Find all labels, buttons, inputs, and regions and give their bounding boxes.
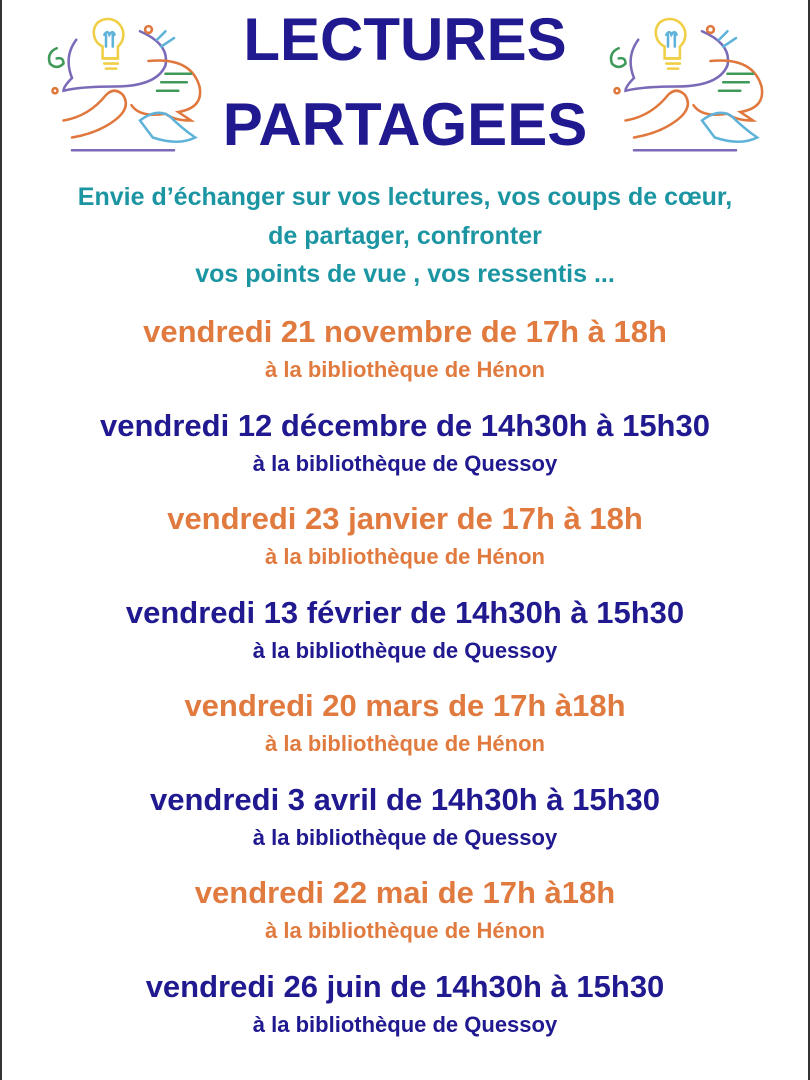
event-place: à la bibliothèque de Hénon xyxy=(265,918,545,943)
event-item: vendredi 21 novembre de 17h à 18h à la bi… xyxy=(0,316,810,381)
right-border xyxy=(808,0,810,1080)
event-date: vendredi 12 décembre de 14h30h à 15h30 xyxy=(100,407,710,443)
event-place: à la bibliothèque de Quessoy xyxy=(252,824,558,850)
subtitle-line-2: de partager, confronter xyxy=(268,222,542,250)
discussion-illustration-icon xyxy=(38,4,208,169)
event-place: à la bibliothèque de Hénon xyxy=(265,544,545,569)
event-place: à la bibliothèque de Quessoy xyxy=(252,637,558,663)
event-date: vendredi 21 novembre de 17h à 18h xyxy=(143,314,667,349)
event-place: à la bibliothèque de Hénon xyxy=(265,731,545,756)
event-item: vendredi 26 juin de 14h30h à 15h30 à la b… xyxy=(0,971,810,1036)
event-date: vendredi 20 mars de 17h à18h xyxy=(184,688,626,723)
discussion-illustration-icon xyxy=(600,4,770,169)
event-place: à la bibliothèque de Hénon xyxy=(265,357,545,382)
event-date: vendredi 13 février de 14h30h à 15h30 xyxy=(125,594,685,630)
left-border xyxy=(0,0,2,1080)
subtitle-line-3: vos points de vue , vos ressentis ... xyxy=(195,260,615,288)
event-date: vendredi 3 avril de 14h30h à 15h30 xyxy=(149,781,661,817)
event-item: vendredi 12 décembre de 14h30h à 15h30 à … xyxy=(0,410,810,475)
event-place: à la bibliothèque de Quessoy xyxy=(252,1011,558,1037)
event-date: vendredi 26 juin de 14h30h à 15h30 xyxy=(145,968,665,1004)
page-title-line-1: LECTURES xyxy=(243,6,567,73)
event-item: vendredi 20 mars de 17h à18h à la bibliot… xyxy=(0,690,810,755)
event-item: vendredi 22 mai de 17h à18h à la biblioth… xyxy=(0,877,810,942)
event-date: vendredi 23 janvier de 17h à 18h xyxy=(167,501,643,536)
event-item: vendredi 3 avril de 14h30h à 15h30 à la b… xyxy=(0,784,810,849)
event-item: vendredi 23 janvier de 17h à 18h à la bib… xyxy=(0,503,810,568)
subtitle-line-1: Envie d’échanger sur vos lectures, vos c… xyxy=(77,183,733,211)
event-item: vendredi 13 février de 14h30h à 15h30 à l… xyxy=(0,597,810,662)
event-place: à la bibliothèque de Quessoy xyxy=(252,450,558,476)
event-date: vendredi 22 mai de 17h à18h xyxy=(194,875,616,910)
page-title-line-2: PARTAGEES xyxy=(222,91,588,158)
